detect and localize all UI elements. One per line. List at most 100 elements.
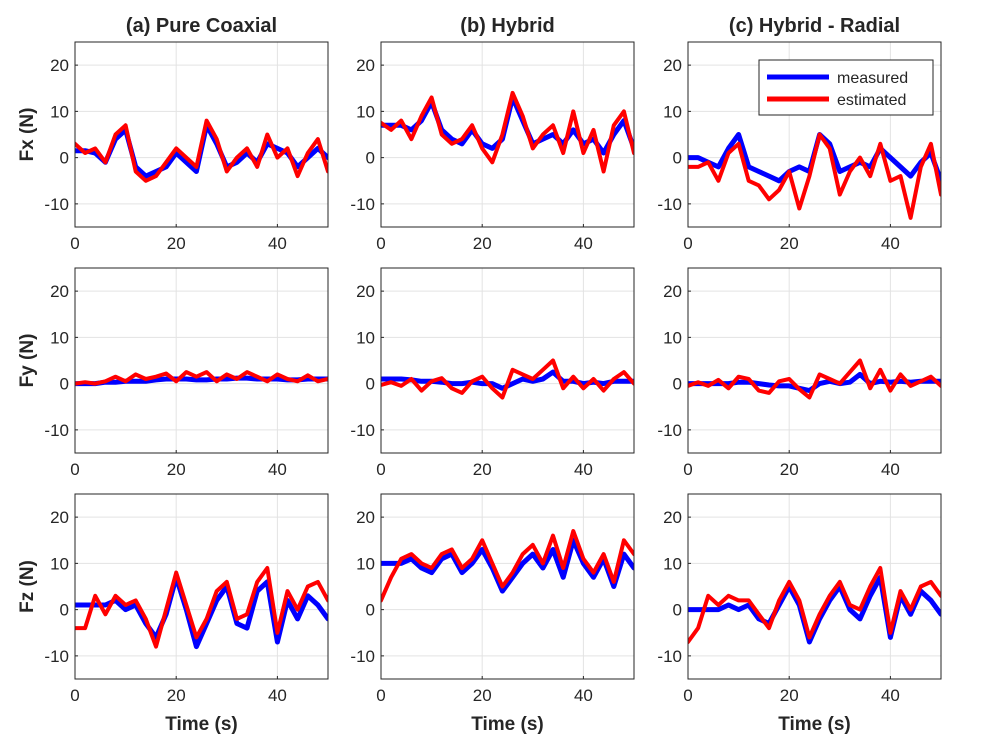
y-tick-label: 10 (663, 102, 682, 121)
panel-frame (74, 41, 329, 228)
y-tick-label: 10 (356, 328, 375, 347)
x-tick-label: 0 (683, 686, 692, 705)
panel-fz-n-a-pure-coaxial: 0 20 40 20 10 0 -10 (44, 494, 328, 705)
x-tick-label: 40 (881, 234, 900, 253)
series-line-estimated (688, 566, 941, 644)
series-line-estimated (75, 370, 328, 386)
y-tick-label: -10 (44, 647, 69, 666)
panel-fx-n-a-pure-coaxial: 0 20 40 20 10 0 -10 (44, 42, 328, 253)
y-tick-label: -10 (657, 421, 682, 440)
y-tick-label: 0 (366, 601, 375, 620)
x-tick-label: 40 (881, 686, 900, 705)
y-tick-label: 0 (673, 149, 682, 168)
panel-frame (74, 493, 329, 680)
series-line-estimated (75, 566, 328, 649)
y-tick-label: 10 (50, 554, 69, 573)
panel-fz-n-c-hybrid-radial: 0 20 40 20 10 0 -10 (657, 494, 941, 705)
column-title-a-pure-coaxial: (a) Pure Coaxial (126, 15, 277, 37)
x-tick-label: 40 (881, 460, 900, 479)
panel-series-fz-n-c-hybrid-radial (688, 566, 941, 645)
panel-series-fx-n-b-hybrid (381, 90, 634, 174)
x-tick-label: 0 (70, 234, 79, 253)
y-tick-label: 20 (356, 508, 375, 527)
column-title-b-hybrid: (b) Hybrid (460, 15, 554, 37)
panel-series-fx-n-c-hybrid-radial (688, 132, 941, 220)
panel-frame (687, 493, 942, 680)
series-line-estimated (688, 132, 941, 220)
plot-area (75, 268, 328, 453)
x-tick-label: 20 (780, 234, 799, 253)
y-tick-label: -10 (657, 195, 682, 214)
y-tick-label: 0 (673, 601, 682, 620)
series-line-measured (75, 574, 328, 650)
x-tick-label: 0 (376, 686, 385, 705)
y-tick-label: 10 (50, 328, 69, 347)
x-tick-label: 20 (473, 234, 492, 253)
y-tick-label: 0 (366, 149, 375, 168)
y-tick-label: 20 (50, 282, 69, 301)
panel-fz-n-b-hybrid: 0 20 40 20 10 0 -10 (350, 494, 634, 705)
x-tick-label: 40 (574, 234, 593, 253)
row-label-fz-n: Fz (N) (17, 560, 38, 613)
panel-frame (74, 267, 329, 454)
x-tick-label: 0 (683, 460, 692, 479)
panel-frame (687, 41, 942, 228)
series-line-estimated (381, 529, 634, 603)
y-tick-label: 0 (60, 375, 69, 394)
legend: measured estimated (758, 59, 934, 116)
x-tick-label: 40 (574, 460, 593, 479)
plot-area (381, 268, 634, 453)
y-tick-label: -10 (44, 195, 69, 214)
column-title-c-hybrid-radial: (c) Hybrid - Radial (729, 15, 900, 37)
panel-series-fy-n-b-hybrid (381, 358, 634, 400)
x-tick-label: 20 (473, 686, 492, 705)
panel-series-fz-n-a-pure-coaxial (75, 566, 328, 650)
x-tick-label: 20 (167, 686, 186, 705)
y-tick-label: 10 (356, 102, 375, 121)
y-tick-label: 10 (50, 102, 69, 121)
x-axis-label: Time (s) (165, 714, 238, 735)
y-tick-label: -10 (657, 647, 682, 666)
x-tick-label: 0 (683, 234, 692, 253)
panel-fy-n-c-hybrid-radial: 0 20 40 20 10 0 -10 (657, 268, 941, 479)
x-tick-label: 20 (780, 686, 799, 705)
series-line-estimated (381, 358, 634, 400)
panel-series-fy-n-c-hybrid-radial (688, 358, 941, 400)
row-label-fy-n: Fy (N) (17, 334, 38, 388)
row-label-fx-n: Fx (N) (17, 108, 38, 162)
y-tick-label: -10 (350, 421, 375, 440)
x-tick-label: 40 (574, 686, 593, 705)
panel-frame (380, 41, 635, 228)
x-tick-label: 20 (167, 460, 186, 479)
panel-series-fx-n-a-pure-coaxial (75, 118, 328, 183)
legend-label-estimated: estimated (837, 92, 906, 109)
plot-area (688, 494, 941, 679)
series-line-estimated (688, 358, 941, 400)
x-axis-label: Time (s) (778, 714, 851, 735)
panel-frame (380, 267, 635, 454)
legend-box (758, 59, 934, 116)
y-tick-label: 20 (356, 56, 375, 75)
x-tick-label: 0 (376, 460, 385, 479)
x-axis-label: Time (s) (471, 714, 544, 735)
panel-fy-n-a-pure-coaxial: 0 20 40 20 10 0 -10 (44, 268, 328, 479)
y-tick-label: 0 (60, 601, 69, 620)
y-tick-label: 10 (356, 554, 375, 573)
panel-fy-n-b-hybrid: 0 20 40 20 10 0 -10 (350, 268, 634, 479)
y-tick-label: 10 (663, 554, 682, 573)
y-tick-label: 20 (663, 508, 682, 527)
y-tick-label: 0 (60, 149, 69, 168)
y-tick-label: 10 (663, 328, 682, 347)
series-line-measured (381, 537, 634, 594)
y-tick-label: 20 (663, 56, 682, 75)
y-tick-label: 20 (356, 282, 375, 301)
y-tick-label: 0 (673, 375, 682, 394)
series-line-estimated (381, 90, 634, 174)
y-tick-label: 0 (366, 375, 375, 394)
y-tick-label: 20 (50, 508, 69, 527)
x-tick-label: 40 (268, 234, 287, 253)
panel-series-fy-n-a-pure-coaxial (75, 370, 328, 387)
y-tick-label: -10 (350, 195, 375, 214)
x-tick-label: 20 (473, 460, 492, 479)
x-tick-label: 40 (268, 686, 287, 705)
